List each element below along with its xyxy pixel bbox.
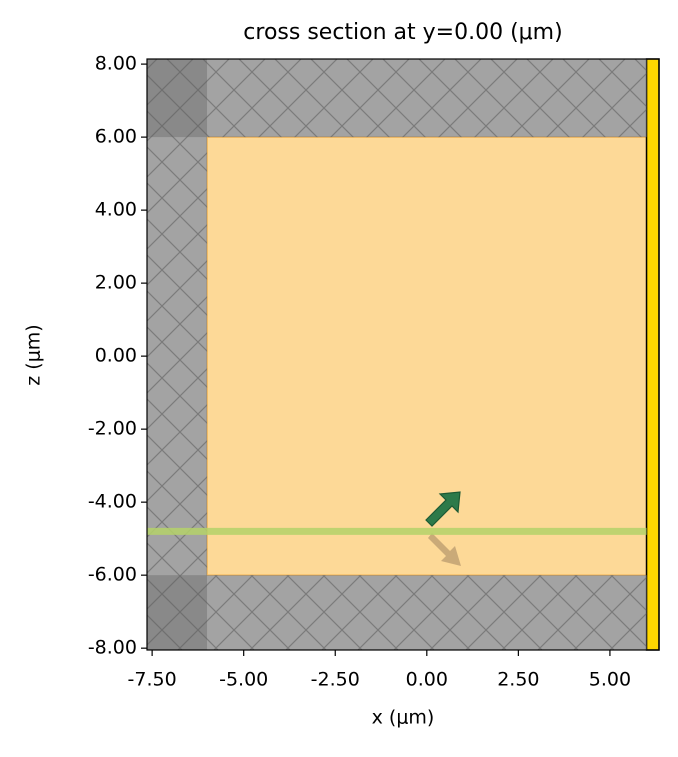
source-direction-arrow (425, 491, 461, 527)
chart-title: cross section at y=0.00 (μm) (243, 20, 562, 45)
pml-hatch (147, 59, 208, 650)
y-tick-label: -2.00 (88, 418, 137, 440)
pml-hatch (147, 575, 647, 650)
y-tick-label: -4.00 (88, 491, 137, 513)
y-tick-label: 0.00 (95, 345, 137, 367)
polarization-arrow (428, 533, 461, 566)
plot-area (147, 58, 660, 651)
x-tick-label: -5.00 (219, 669, 268, 691)
y-tick-label: 2.00 (95, 272, 137, 294)
structure (645, 58, 660, 651)
y-tick-label: -8.00 (88, 637, 137, 659)
axes-frame (146, 58, 660, 651)
x-tick-label: -7.50 (128, 669, 177, 691)
x-axis-label: x (μm) (372, 707, 435, 729)
y-tick-label: 4.00 (95, 199, 137, 221)
structure (206, 136, 648, 576)
pml-hatch (147, 59, 647, 138)
y-tick-label: 8.00 (95, 53, 137, 75)
x-tick-label: -2.50 (311, 669, 360, 691)
x-tick-label: 0.00 (406, 669, 448, 691)
y-tick-label: -6.00 (88, 564, 137, 586)
x-tick-label: 5.00 (589, 669, 631, 691)
y-tick-label: 6.00 (95, 126, 137, 148)
x-tick-label: 2.50 (497, 669, 539, 691)
y-axis-label: z (μm) (23, 324, 45, 385)
